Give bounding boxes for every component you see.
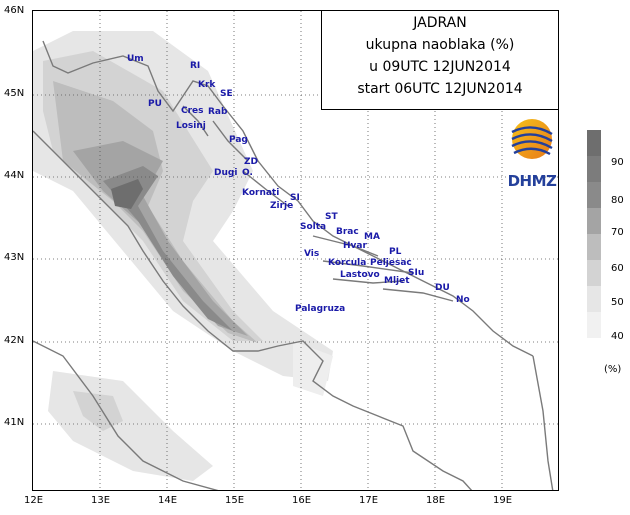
- dhmz-swoosh-icon: [504, 114, 560, 164]
- station-krk: Krk: [198, 80, 215, 90]
- legend-label-90: 90: [611, 157, 624, 168]
- station-vis: Vis: [304, 249, 319, 259]
- lon-label-18e: 18E: [426, 495, 445, 506]
- legend-swatch-40: [587, 286, 601, 312]
- legend-swatch-50: [587, 234, 601, 260]
- station-losinj: Losinj: [176, 121, 206, 131]
- lat-label-43n: 43N: [4, 252, 24, 263]
- legend-swatch-60: [587, 208, 601, 234]
- station-hvar: Hvar: [343, 241, 367, 251]
- cloud-shade-south-40: [48, 371, 213, 481]
- dhmz-logo-text: DHMZ: [504, 172, 560, 190]
- station-slu: SIu: [408, 268, 424, 278]
- station-palagruza: Palagruza: [295, 304, 345, 314]
- lon-label-12e: 12E: [24, 495, 43, 506]
- lat-label-44n: 44N: [4, 170, 24, 181]
- title-variable: ukupna naoblaka (%): [322, 34, 558, 56]
- lat-label-46n: 46N: [4, 5, 24, 16]
- lat-label-42n: 42N: [4, 335, 24, 346]
- legend-label-60: 60: [611, 263, 624, 274]
- legend-label-50: 50: [611, 297, 624, 308]
- title-run-time: start 06UTC 12JUN2014: [322, 78, 558, 100]
- station-rab: Rab: [208, 107, 227, 117]
- legend-swatch-80: [587, 156, 601, 182]
- lon-label-17e: 17E: [359, 495, 378, 506]
- station-lastovo: Lastovo: [340, 270, 380, 280]
- station-korcula: Korcula: [328, 258, 366, 268]
- station-solta: Solta: [300, 222, 326, 232]
- legend-label-70: 70: [611, 227, 624, 238]
- lat-label-41n: 41N: [4, 417, 24, 428]
- station-peljesac: Peljesac: [370, 258, 412, 268]
- lon-label-15e: 15E: [225, 495, 244, 506]
- lon-label-13e: 13E: [91, 495, 110, 506]
- legend-label-80: 80: [611, 195, 624, 206]
- station-se: SE: [220, 89, 233, 99]
- title-region: JADRAN: [322, 12, 558, 34]
- station-kornati: Kornati: [242, 188, 279, 198]
- title-box: JADRAN ukupna naoblaka (%) u 09UTC 12JUN…: [321, 10, 559, 110]
- station-mljet: Mljet: [384, 276, 410, 286]
- station-pu: PU: [148, 99, 162, 109]
- legend-swatch-low: [587, 312, 601, 338]
- station-brac: Brac: [336, 227, 359, 237]
- station-st: ST: [325, 212, 338, 222]
- lat-label-45n: 45N: [4, 88, 24, 99]
- station-zd: ZD: [244, 157, 258, 167]
- title-valid-time: u 09UTC 12JUN2014: [322, 56, 558, 78]
- station-cres: Cres: [181, 106, 204, 116]
- cloud-shading: [33, 31, 333, 481]
- color-legend: [587, 130, 601, 338]
- station-um: Um: [127, 54, 144, 64]
- lon-label-16e: 16E: [292, 495, 311, 506]
- station-zirje: Zirje: [270, 201, 293, 211]
- legend-label-40: 40: [611, 331, 624, 342]
- lon-label-19e: 19E: [493, 495, 512, 506]
- station-pag: Pag: [229, 135, 248, 145]
- lon-label-14e: 14E: [158, 495, 177, 506]
- station-o: O.: [242, 168, 253, 178]
- legend-swatch-45: [587, 260, 601, 286]
- station-no: No: [456, 295, 470, 305]
- dhmz-logo: DHMZ: [504, 114, 560, 190]
- station-du: DU: [435, 283, 450, 293]
- station-dugi: Dugi: [214, 168, 237, 178]
- station-pl: PL: [389, 247, 401, 257]
- station-ri: RI: [190, 61, 200, 71]
- legend-swatch-70: [587, 182, 601, 208]
- legend-unit: (%): [604, 364, 621, 375]
- east-coast: [533, 356, 553, 491]
- legend-swatch-90: [587, 130, 601, 156]
